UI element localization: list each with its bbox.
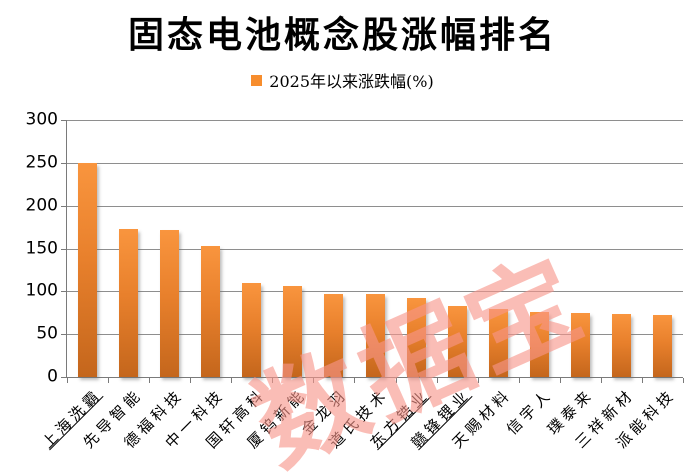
gridline	[67, 120, 683, 121]
x-axis-tick	[354, 378, 356, 383]
bar	[488, 309, 508, 377]
gridline	[67, 205, 683, 207]
gridline	[67, 162, 683, 164]
gridline	[67, 291, 683, 293]
x-axis-tick	[231, 378, 233, 383]
bar	[78, 162, 98, 377]
y-axis-line	[66, 120, 67, 378]
x-axis-tick	[190, 378, 192, 383]
legend-swatch-icon	[251, 74, 263, 86]
bar	[406, 298, 426, 377]
bar	[119, 228, 139, 377]
chart-title: 固态电池概念股涨幅排名	[127, 14, 557, 56]
y-axis-tick	[61, 377, 66, 378]
y-axis-tick	[61, 248, 66, 250]
x-axis-tick	[108, 378, 110, 383]
x-axis-tick	[272, 378, 274, 383]
bar	[242, 282, 262, 377]
x-axis-tick	[683, 378, 684, 383]
x-axis-tick	[600, 378, 602, 383]
y-tick-label: 100	[25, 280, 58, 301]
y-axis-tick	[61, 334, 66, 336]
bar	[447, 305, 467, 377]
x-axis-tick	[436, 378, 438, 383]
plot-area: 数据宝 300 250 200 150 100 50 0 上海洗霸 先导智能 德福科技 中一科技 国轩…	[26, 111, 684, 475]
gridline	[67, 248, 683, 250]
y-tick-label: 200	[25, 195, 58, 216]
bar	[652, 315, 672, 377]
bar	[570, 312, 590, 377]
x-axis-tick	[477, 378, 479, 383]
bar	[201, 245, 221, 377]
legend: 2025年以来涨跌幅(%)	[0, 68, 685, 92]
bar	[611, 314, 631, 377]
legend-label: 2025年以来涨跌幅(%)	[269, 72, 434, 91]
y-tick-label: 300	[25, 109, 58, 130]
bar	[529, 311, 549, 377]
bar	[365, 293, 385, 377]
bar	[283, 286, 303, 377]
bar	[324, 293, 344, 377]
x-axis-tick	[313, 378, 315, 383]
x-axis-tick	[149, 378, 151, 383]
bar	[160, 229, 180, 377]
y-axis-tick	[61, 205, 66, 207]
x-axis-tick	[395, 378, 397, 383]
x-axis-tick	[641, 378, 643, 383]
y-tick-label: 0	[47, 366, 58, 387]
y-axis-tick	[61, 291, 66, 293]
y-axis-tick	[61, 120, 66, 121]
y-tick-label: 50	[36, 323, 58, 344]
x-axis-tick	[518, 378, 520, 383]
y-tick-label: 150	[25, 238, 58, 258]
x-axis-tick	[559, 378, 561, 383]
y-tick-label: 250	[25, 152, 58, 173]
y-axis-tick	[61, 162, 66, 164]
x-axis-tick	[67, 378, 68, 383]
